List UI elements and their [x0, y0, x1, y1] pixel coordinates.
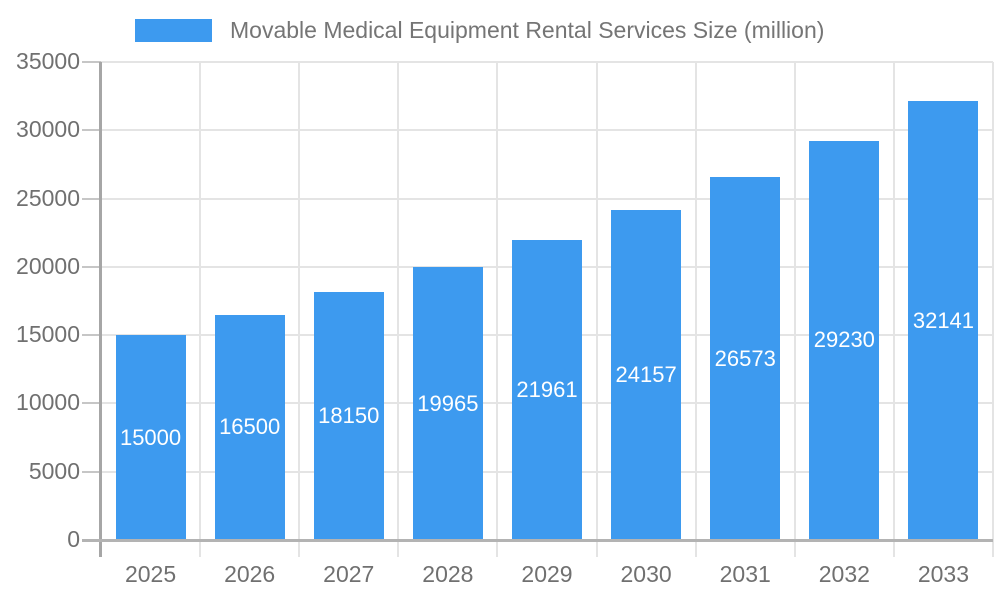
y-axis-tick	[82, 470, 101, 473]
y-axis-tick-label: 10000	[16, 389, 80, 416]
x-axis-line	[82, 538, 993, 542]
x-axis-tick-label: 2026	[224, 561, 276, 587]
bar-value-label: 18150	[318, 403, 380, 429]
y-axis-tick	[82, 334, 101, 337]
gridline-vertical	[496, 62, 499, 557]
bar-value-label: 26573	[714, 345, 776, 371]
y-axis-tick-label: 5000	[28, 457, 80, 484]
x-axis-tick-label: 2032	[818, 561, 870, 587]
bar[interactable]	[809, 140, 880, 540]
x-axis-tick-label: 2027	[323, 561, 375, 587]
gridline-vertical	[694, 62, 697, 557]
x-axis-tick-label: 2030	[620, 561, 672, 587]
gridline-horizontal	[101, 129, 993, 132]
bar-value-label: 16500	[219, 414, 281, 440]
y-axis-tick-label: 0	[67, 526, 80, 552]
bar[interactable]	[611, 210, 682, 540]
bar[interactable]	[313, 292, 384, 540]
y-axis-tick-label: 20000	[16, 252, 80, 279]
bar[interactable]	[512, 240, 582, 540]
x-axis-tick-label: 2029	[521, 561, 573, 587]
bar[interactable]	[710, 177, 781, 540]
x-axis-tick-label: 2033	[917, 561, 970, 587]
legend[interactable]: Movable Medical Equipment Rental Service…	[135, 17, 824, 44]
bar-value-label: 24157	[615, 362, 677, 388]
bar[interactable]	[214, 314, 285, 540]
y-axis-line	[99, 62, 102, 557]
gridline-vertical	[397, 62, 400, 557]
y-axis-tick-label: 35000	[16, 48, 80, 74]
gridline-vertical	[595, 62, 598, 557]
bar-value-label: 19965	[417, 390, 479, 416]
gridline-vertical	[992, 62, 994, 557]
y-axis-tick-label: 25000	[16, 184, 80, 211]
bar-value-label: 15000	[119, 424, 182, 450]
bar[interactable]	[412, 267, 483, 540]
gridline-horizontal	[101, 61, 993, 63]
gridline-horizontal	[101, 197, 993, 200]
x-axis-tick-label: 2025	[124, 561, 177, 587]
gridline-vertical	[892, 62, 895, 557]
x-axis-tick-label: 2028	[422, 561, 474, 587]
bar-value-label: 29230	[813, 327, 875, 353]
y-axis-tick	[82, 265, 101, 268]
y-axis-tick	[82, 197, 101, 200]
gridline-vertical	[199, 62, 202, 557]
bar-value-label: 32141	[912, 307, 975, 333]
legend-swatch-icon	[135, 19, 212, 42]
gridline-vertical	[793, 62, 796, 557]
bar[interactable]	[908, 101, 979, 540]
y-axis-tick	[82, 61, 101, 63]
y-axis-tick	[82, 402, 101, 405]
x-axis-tick-label: 2031	[719, 561, 771, 587]
y-axis-tick	[82, 129, 101, 132]
legend-label: Movable Medical Equipment Rental Service…	[230, 17, 825, 43]
bar[interactable]	[115, 335, 186, 540]
gridline-vertical	[298, 62, 301, 557]
y-axis-tick-label: 15000	[16, 321, 80, 348]
y-axis-tick-label: 30000	[16, 116, 80, 143]
bar-value-label: 21961	[516, 377, 578, 403]
